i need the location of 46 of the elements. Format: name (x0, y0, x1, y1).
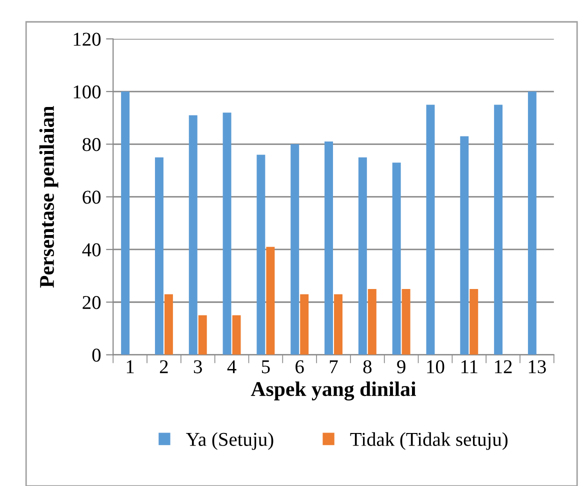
bar (256, 154, 266, 355)
x-tick-label: 12 (495, 360, 512, 374)
y-tick-label: 0 (92, 348, 101, 362)
bar (426, 104, 435, 355)
bar (222, 112, 232, 355)
bar (528, 92, 536, 355)
y-tick-label: 100 (74, 85, 101, 98)
y-tick-label: 120 (74, 32, 101, 46)
bar (368, 288, 376, 355)
x-tick-label: 3 (194, 360, 202, 374)
bar (232, 315, 241, 355)
bar (392, 162, 401, 355)
x-tick-label: 11 (461, 360, 478, 374)
x-tick-label: 1 (126, 360, 134, 374)
y-tick-label: 40 (82, 243, 101, 256)
bar (470, 288, 478, 355)
x-tick-label: 2 (160, 360, 168, 374)
bar (164, 294, 173, 355)
bar (402, 288, 410, 355)
y-tick-label: 20 (82, 296, 101, 310)
legend-label: Ya (Setuju) (186, 432, 274, 450)
x-tick-label: 13 (528, 360, 546, 374)
bar (121, 92, 130, 355)
bar (154, 157, 164, 355)
y-tick-label: 80 (82, 138, 101, 152)
x-tick-label: 7 (330, 360, 338, 374)
bar (198, 315, 207, 355)
bar (494, 104, 503, 355)
x-tick-label: 6 (296, 360, 304, 374)
x-tick-label: 10 (427, 360, 444, 374)
y-axis-title: Persentase penilaian (39, 106, 58, 288)
bar (324, 142, 333, 355)
bar (188, 115, 198, 355)
bar (358, 157, 367, 355)
legend-label: Tidak (Tidak setuju) (350, 432, 508, 450)
bar (300, 294, 309, 355)
bar (334, 294, 342, 355)
bar (290, 144, 300, 355)
x-tick-label: 9 (397, 360, 406, 374)
x-tick-label: 5 (262, 360, 270, 374)
x-tick-label: 4 (227, 360, 236, 374)
bar (460, 136, 469, 355)
bar (266, 246, 275, 355)
y-tick-label: 60 (82, 190, 101, 204)
x-tick-label: 8 (363, 360, 372, 374)
x-axis-title: Aspek yang dinilai (250, 381, 416, 400)
